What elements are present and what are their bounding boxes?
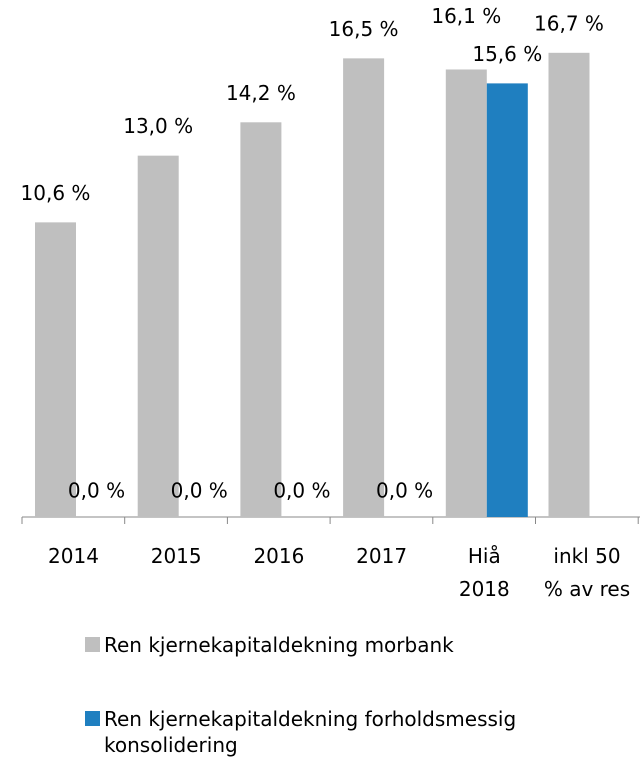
legend-label: Ren kjernekapitaldekning forholdsmessig … bbox=[104, 707, 517, 757]
data-label: 14,2 % bbox=[226, 81, 296, 105]
x-tick-label: 2017 bbox=[356, 544, 408, 568]
bar bbox=[486, 83, 528, 518]
legend-swatch bbox=[85, 637, 100, 652]
bar bbox=[548, 52, 590, 517]
data-label: 0,0 % bbox=[68, 479, 125, 503]
data-label: 0,0 % bbox=[273, 479, 330, 503]
bar bbox=[35, 222, 76, 517]
legend-swatch bbox=[85, 711, 100, 726]
x-tick-label: Hiå 2018 bbox=[458, 544, 510, 601]
x-tick-label: inkl 50 % av res bbox=[543, 544, 631, 601]
data-label: 16,7 % bbox=[534, 11, 604, 35]
data-label: 10,6 % bbox=[21, 181, 91, 205]
data-label: 13,0 % bbox=[123, 114, 193, 138]
bar bbox=[343, 58, 385, 517]
data-label: 16,1 % bbox=[431, 4, 501, 28]
legend-label: Ren kjernekapitaldekning morbank bbox=[104, 633, 454, 657]
plot: 10,6 % 13,0 % 14,2 % 16,5 % 16,1 % 16,7 % 0,0 … bbox=[21, 4, 640, 524]
data-label: 15,6 % bbox=[472, 42, 542, 66]
data-label: 0,0 % bbox=[171, 479, 228, 503]
x-tick-label: 2015 bbox=[150, 544, 202, 568]
x-tick-label: 2014 bbox=[48, 544, 99, 568]
bar bbox=[445, 69, 487, 517]
data-label: 16,5 % bbox=[329, 17, 399, 41]
data-label: 0,0 % bbox=[376, 479, 433, 503]
bar bbox=[137, 155, 179, 517]
x-tick-label: 2016 bbox=[253, 544, 305, 568]
bar bbox=[240, 122, 282, 517]
